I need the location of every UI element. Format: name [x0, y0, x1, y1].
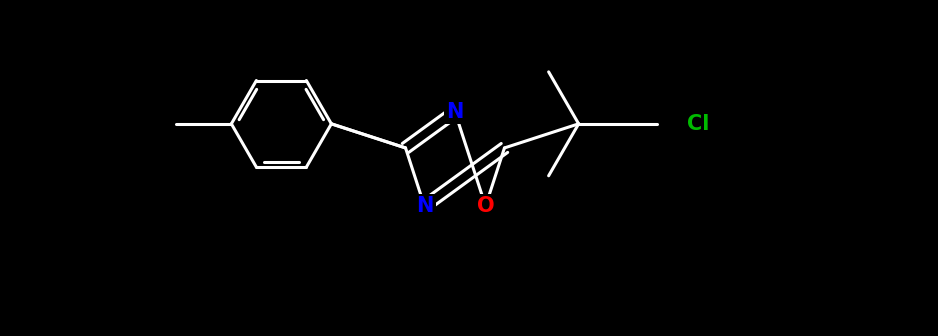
Text: N: N [416, 196, 433, 216]
Text: N: N [446, 102, 463, 122]
Text: O: O [477, 196, 494, 216]
Text: Cl: Cl [687, 114, 709, 134]
